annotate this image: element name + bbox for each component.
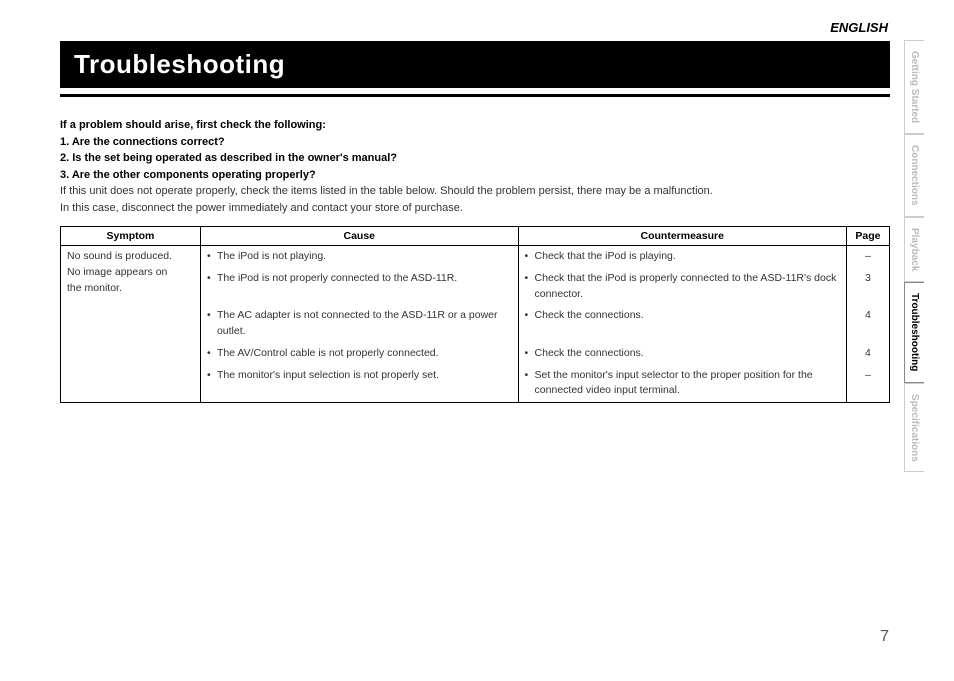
th-symptom: Symptom: [61, 227, 201, 246]
cell-page: 3: [846, 268, 889, 306]
th-counter: Countermeasure: [518, 227, 846, 246]
cell-symptom: No sound is produced.No image appears on…: [61, 246, 201, 403]
language-label: ENGLISH: [60, 20, 890, 35]
section-tabs: Getting StartedConnectionsPlaybackTroubl…: [904, 40, 934, 472]
cell-countermeasure: •Check the connections.: [518, 343, 846, 365]
cell-countermeasure: •Check that the iPod is playing.: [518, 246, 846, 268]
manual-page: ENGLISH Troubleshooting If a problem sho…: [60, 20, 890, 403]
intro-note-2: In this case, disconnect the power immed…: [60, 200, 890, 217]
cell-page: –: [846, 246, 889, 268]
intro-lead: If a problem should arise, first check t…: [60, 117, 890, 134]
title-divider: [60, 94, 890, 97]
intro-item-1: 1. Are the connections correct?: [60, 134, 890, 151]
cell-page: –: [846, 365, 889, 403]
section-tab[interactable]: Playback: [904, 217, 924, 282]
table-body: No sound is produced.No image appears on…: [61, 246, 890, 403]
cell-page: 4: [846, 343, 889, 365]
section-tab[interactable]: Getting Started: [904, 40, 924, 134]
cell-cause: •The AV/Control cable is not properly co…: [200, 343, 518, 365]
cell-cause: •The monitor's input selection is not pr…: [200, 365, 518, 403]
cell-cause: •The AC adapter is not connected to the …: [200, 305, 518, 343]
intro-block: If a problem should arise, first check t…: [60, 117, 890, 216]
table-header-row: Symptom Cause Countermeasure Page: [61, 227, 890, 246]
intro-item-2: 2. Is the set being operated as describe…: [60, 150, 890, 167]
th-page: Page: [846, 227, 889, 246]
cell-page: 4: [846, 305, 889, 343]
section-tab[interactable]: Connections: [904, 134, 924, 217]
cell-countermeasure: •Check the connections.: [518, 305, 846, 343]
table-row: No sound is produced.No image appears on…: [61, 246, 890, 268]
page-number: 7: [880, 628, 889, 646]
section-tab[interactable]: Troubleshooting: [904, 282, 924, 382]
cell-cause: •The iPod is not properly connected to t…: [200, 268, 518, 306]
cell-countermeasure: •Check that the iPod is properly connect…: [518, 268, 846, 306]
cell-countermeasure: •Set the monitor's input selector to the…: [518, 365, 846, 403]
intro-item-3: 3. Are the other components operating pr…: [60, 167, 890, 184]
section-tab[interactable]: Specifications: [904, 383, 924, 473]
th-cause: Cause: [200, 227, 518, 246]
page-title: Troubleshooting: [60, 41, 890, 88]
cell-cause: •The iPod is not playing.: [200, 246, 518, 268]
intro-note-1: If this unit does not operate properly, …: [60, 183, 890, 200]
troubleshooting-table: Symptom Cause Countermeasure Page No sou…: [60, 226, 890, 403]
